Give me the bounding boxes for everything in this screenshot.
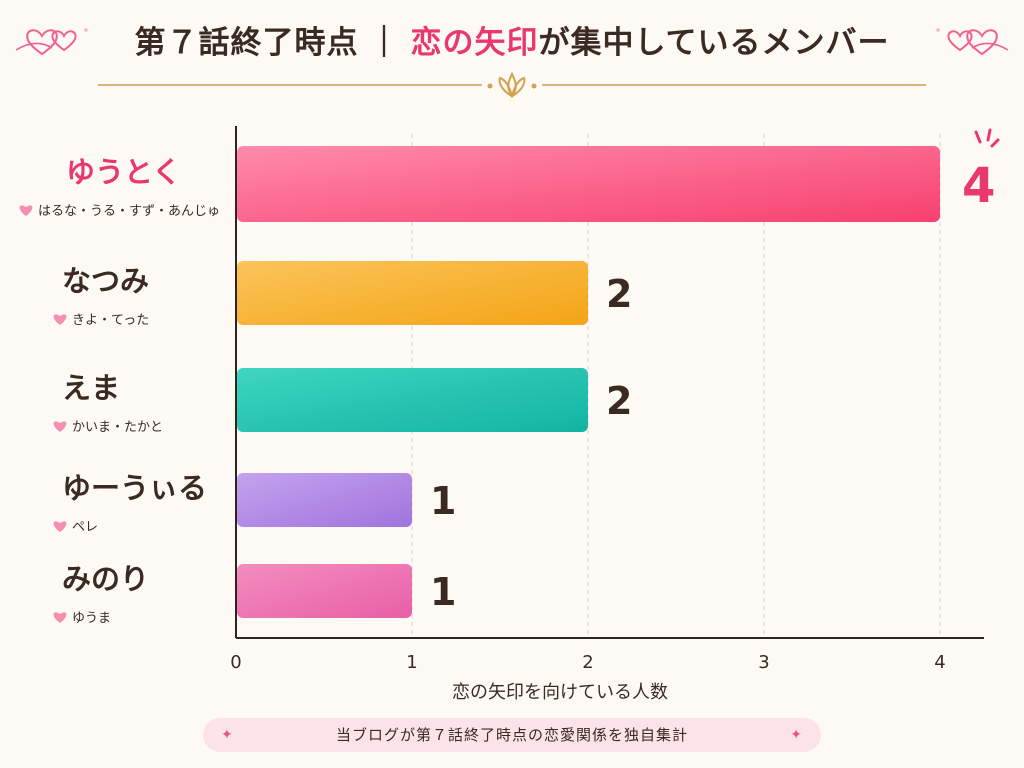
chart-title: 第７話終了時点｜恋の矢印が集中しているメンバー: [134, 14, 889, 72]
bar: [237, 146, 940, 222]
footer-text: 当ブログが第７話終了時点の恋愛関係を独自集計: [335, 726, 688, 744]
x-axis-label: 恋の矢印を向けている人数: [452, 681, 668, 703]
x-tick-label: 3: [758, 652, 769, 673]
title-bar: 第７話終了時点｜恋の矢印が集中しているメンバー: [0, 14, 1024, 74]
category-label: ゆーうぃる: [62, 471, 207, 505]
bar: [237, 368, 588, 432]
heart-icon: [53, 612, 67, 623]
ornament-icon: [482, 71, 542, 98]
sparkle-right-icon: ✦: [790, 727, 803, 743]
heart-icon: [53, 521, 67, 532]
title-part3: が集中しているメンバー: [538, 25, 890, 61]
double-heart-left-icon: [15, 28, 88, 56]
sublabel: きよ・てった: [72, 313, 149, 328]
bar: [237, 564, 412, 618]
footer-note: ✦ 当ブログが第７話終了時点の恋愛関係を独自集計 ✦: [203, 718, 821, 752]
emphasis-line: [986, 128, 992, 142]
category-label: なつみ: [62, 264, 149, 298]
sparkle-left-icon: ✦: [221, 727, 234, 743]
title-part1: 第７話終了時点: [134, 25, 359, 61]
sublabel: ペレ: [72, 520, 98, 535]
heart-icon: [53, 314, 67, 325]
bar: [237, 261, 588, 325]
double-heart-right-icon: [936, 28, 1009, 56]
sublabel: ゆうま: [72, 611, 111, 626]
heart-icon: [19, 205, 33, 216]
data-label: 1: [430, 570, 456, 614]
emphasis-line: [990, 138, 1000, 148]
x-tick-label: 2: [582, 652, 593, 673]
bar: [237, 473, 412, 527]
category-label: みのり: [62, 562, 149, 596]
x-tick-label: 0: [230, 652, 241, 673]
data-label: 1: [430, 479, 456, 523]
data-label: 2: [606, 272, 632, 316]
title-separator: ｜: [368, 25, 401, 61]
category-label: ゆうとく: [66, 155, 181, 189]
x-tick-label: 4: [934, 652, 945, 673]
heart-icon: [53, 421, 67, 432]
emphasis-line: [974, 130, 982, 144]
sublabel: はるな・うる・すず・あんじゅ: [38, 204, 220, 219]
category-label: えま: [62, 371, 120, 405]
title-accent: 恋の矢印: [410, 25, 539, 61]
sublabel: かいま・たかと: [72, 420, 163, 435]
data-label: 2: [606, 379, 632, 423]
data-label: 4: [962, 158, 995, 214]
x-tick-label: 1: [406, 652, 417, 673]
